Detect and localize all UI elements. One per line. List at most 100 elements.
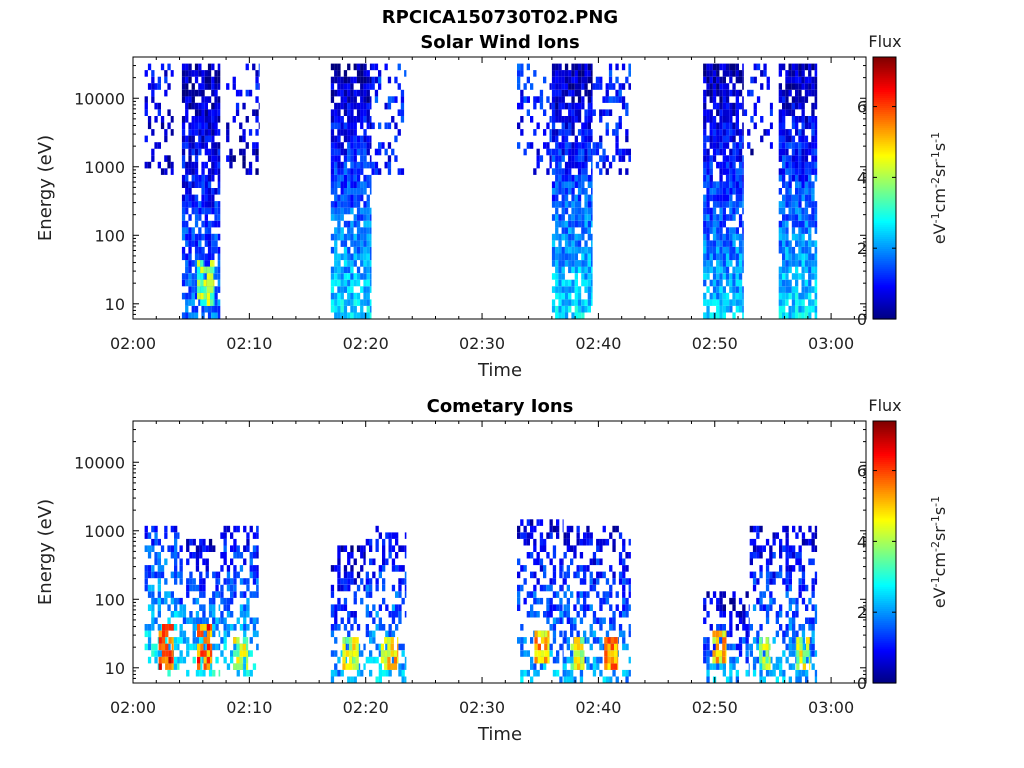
heatmap-cell <box>561 135 565 143</box>
heatmap-cell <box>334 116 338 123</box>
heatmap-cell <box>353 260 357 267</box>
heatmap-cell <box>791 155 796 162</box>
heatmap-cell <box>517 525 521 533</box>
heatmap-cell <box>215 617 219 624</box>
heatmap-cell <box>334 663 338 670</box>
heatmap-cell <box>570 624 574 631</box>
heatmap-cell <box>174 538 178 546</box>
colorbar-segment <box>873 121 896 125</box>
heatmap-cell <box>185 181 189 188</box>
heatmap-cell <box>719 279 723 287</box>
heatmap-cell <box>347 676 351 683</box>
heatmap-hotspot-cell <box>765 643 769 651</box>
heatmap-cell <box>769 102 773 110</box>
heatmap-cell <box>785 591 789 598</box>
heatmap-cell <box>347 299 351 306</box>
heatmap-cell <box>788 571 792 579</box>
heatmap-cell <box>559 604 563 611</box>
heatmap-cell <box>208 597 213 605</box>
heatmap-cell <box>350 122 354 130</box>
heatmap-cell <box>712 188 717 195</box>
heatmap-cell <box>725 194 730 202</box>
heatmap-hotspot-cell <box>246 656 249 664</box>
heatmap-cell <box>558 96 562 103</box>
heatmap-cell <box>719 227 723 234</box>
heatmap-cell <box>194 76 199 84</box>
heatmap-cell <box>360 116 364 123</box>
heatmap-hotspot-cell <box>203 656 207 664</box>
heatmap-cell <box>199 538 203 546</box>
heatmap-cell <box>712 220 717 228</box>
heatmap-cell <box>191 161 195 169</box>
heatmap-cell <box>577 260 582 267</box>
heatmap-cell <box>564 305 569 313</box>
heatmap-cell <box>360 305 364 313</box>
heatmap-cell <box>186 584 190 592</box>
colorbar-segment <box>873 618 896 622</box>
heatmap-cell <box>208 545 213 552</box>
heatmap-cell <box>729 161 733 169</box>
heatmap-cell <box>706 135 710 143</box>
heatmap-hotspot-cell <box>206 292 211 300</box>
heatmap-cell <box>765 578 770 585</box>
heatmap-cell <box>811 538 815 546</box>
heatmap-cell <box>350 161 354 169</box>
heatmap-cell <box>742 260 744 267</box>
heatmap-cell <box>395 611 399 618</box>
heatmap-cell <box>596 617 600 624</box>
heatmap-cell <box>330 584 335 592</box>
heatmap-cell <box>759 565 763 572</box>
heatmap-cell <box>795 142 799 149</box>
heatmap-cell <box>785 571 789 579</box>
heatmap-cell <box>246 669 250 677</box>
heatmap-cell <box>211 312 215 319</box>
heatmap-cell <box>167 122 171 130</box>
heatmap-cell <box>583 532 587 539</box>
colorbar-segment <box>873 183 896 187</box>
heatmap-cell <box>212 630 216 638</box>
heatmap-hotspot-cell <box>236 650 240 657</box>
colorbar-segment <box>873 630 896 634</box>
heatmap-cell <box>782 246 786 254</box>
colorbar-segment <box>873 282 896 286</box>
heatmap-cell <box>182 637 187 644</box>
heatmap-cell <box>612 571 616 579</box>
heatmap-hotspot-cell <box>802 656 806 664</box>
heatmap-cell <box>204 109 208 116</box>
heatmap-cell <box>191 240 195 247</box>
heatmap-cell <box>369 83 372 90</box>
heatmap-cell <box>563 578 567 585</box>
heatmap-cell <box>769 558 773 566</box>
heatmap-cell <box>581 266 585 274</box>
heatmap-cell <box>729 663 733 670</box>
heatmap-cell <box>186 637 190 644</box>
heatmap-cell <box>719 286 723 293</box>
heatmap-cell <box>536 155 540 162</box>
heatmap-cells <box>144 63 818 319</box>
heatmap-cell <box>195 597 200 605</box>
heatmap-cell <box>382 565 386 572</box>
heatmap-cell <box>785 273 789 280</box>
heatmap-cell <box>198 253 202 261</box>
heatmap-cell <box>401 565 405 572</box>
colorbar-segment <box>873 143 896 147</box>
heatmap-cell <box>811 240 815 247</box>
heatmap-cell <box>245 168 249 175</box>
heatmap-cell <box>334 611 338 618</box>
heatmap-cell <box>587 286 591 293</box>
heatmap-cell <box>199 669 203 677</box>
heatmap-cell <box>788 63 792 71</box>
heatmap-cell <box>735 299 739 306</box>
heatmap-cell <box>579 552 584 559</box>
heatmap-cell <box>742 220 744 228</box>
heatmap-cell <box>563 663 567 670</box>
colorbar-segment <box>873 91 896 94</box>
heatmap-cell <box>523 532 527 539</box>
heatmap-cell <box>201 129 205 136</box>
heatmap-cell <box>337 279 341 287</box>
heatmap-cell <box>716 194 720 202</box>
heatmap-cell <box>599 624 603 631</box>
heatmap-cell <box>564 286 569 293</box>
heatmap-cell <box>608 161 613 169</box>
colorbar-segment <box>873 167 896 171</box>
